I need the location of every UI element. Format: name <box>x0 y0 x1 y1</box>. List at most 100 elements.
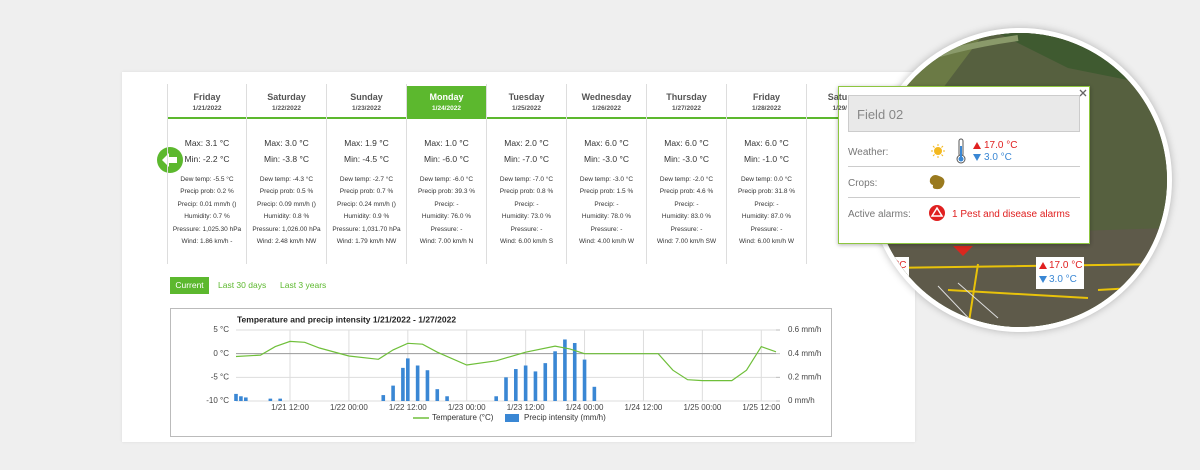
precip-bar <box>415 365 420 401</box>
detail-line: Humidity: 78.0 % <box>581 213 632 221</box>
detail-line: Pressure: - <box>430 225 463 233</box>
weather-label: Weather: <box>848 147 889 158</box>
day-column: Tuesday 1/25/2022 Max: 2.0 °C Min: -7.0 °C D… <box>487 84 567 264</box>
detail-line: Precip: 0.01 mm/h () <box>177 200 237 208</box>
close-button[interactable] <box>1079 89 1087 97</box>
legend-label: Precip intensity (mm/h) <box>524 413 606 422</box>
day-name: Friday <box>752 92 780 102</box>
detail-line: Dew temp: -7.0 °C <box>499 176 554 183</box>
temp-line: Min: -3.8 °C <box>264 154 309 164</box>
detail-line: Humidity: 0.7 % <box>184 213 230 221</box>
detail-line: Humidity: 87.0 % <box>741 213 792 221</box>
precip-bar <box>582 359 587 401</box>
day-name: Tuesday <box>508 92 545 102</box>
y-tick-label: -10 °C <box>206 396 229 405</box>
detail-line: Precip prob: 4.6 % <box>659 188 714 196</box>
y-tick-label: 0 °C <box>213 349 229 358</box>
precip-bar <box>239 396 243 401</box>
day-column: Thursday 1/27/2022 Max: 6.0 °C Min: -3.0 °C… <box>647 84 727 264</box>
map-marker[interactable]: 17.0 °C 3.0 °C <box>873 257 909 289</box>
detail-line: Pressure: 1,025.30 hPa <box>172 225 242 233</box>
precip-bar <box>435 389 440 401</box>
y-tick-label: 5 °C <box>213 325 229 334</box>
detail-line: Pressure: - <box>510 225 543 233</box>
precip-bar <box>543 363 548 401</box>
detail-line: Precip prob: 0.8 % <box>499 188 554 196</box>
day-column: Saturday 1/22/2022 Max: 3.0 °C Min: -3.8 °C… <box>247 84 327 264</box>
day-column: Friday 1/21/2022 Max: 3.1 °C Min: -2.2 °C De… <box>167 84 247 264</box>
day-date: 1/29/2022 <box>832 105 847 112</box>
y2-tick-label: 0 mm/h <box>788 396 815 405</box>
day-date: 1/21/2022 <box>192 105 222 112</box>
marker-min: 3.0 °C <box>873 274 901 285</box>
legend-swatch <box>505 414 519 422</box>
x-tick-label: 1/23 12:00 <box>507 403 545 412</box>
precip-bar <box>234 393 238 401</box>
weather-max: 17.0 °C <box>984 140 1018 151</box>
precip-bar <box>391 385 395 401</box>
legend-label: Temperature (°C) <box>432 413 494 422</box>
chart: Temperature and precip intensity 1/21/20… <box>206 314 821 422</box>
detail-line: Wind: 1.79 km/h NW <box>336 238 397 245</box>
map-road <box>896 35 1019 71</box>
day-header: Friday 1/28/2022 <box>727 86 806 118</box>
day-date: 1/28/2022 <box>752 105 781 112</box>
tab-current[interactable]: Current <box>170 277 209 294</box>
precip-bar <box>563 339 567 401</box>
day-name: Saturday <box>267 92 306 102</box>
x-tick-label: 1/23 00:00 <box>448 403 486 412</box>
chart-title: Temperature and precip intensity 1/21/20… <box>237 314 456 324</box>
day-header: Friday 1/21/2022 <box>168 86 246 118</box>
map <box>873 33 1167 327</box>
temp-line: Max: 1.0 °C <box>424 138 469 148</box>
tab-3-years[interactable]: Last 3 years <box>280 280 327 290</box>
x-tick-label: 1/25 12:00 <box>742 403 780 412</box>
separator <box>848 166 1080 167</box>
header-underline <box>167 117 887 119</box>
map-marker[interactable]: 17.0 °C 3.0 °C <box>1036 257 1084 289</box>
alarm-icon <box>929 205 945 221</box>
x-tick-label: 1/22 12:00 <box>389 403 427 412</box>
thermometer-icon <box>956 138 966 164</box>
precip-bar <box>514 369 518 401</box>
detail-line: Humidity: 0.8 % <box>263 213 310 221</box>
back-button[interactable] <box>156 146 184 174</box>
day-name: Wednesday <box>581 92 632 102</box>
day-header: Wednesday 1/26/2022 <box>567 86 646 118</box>
precip-bar <box>244 397 248 401</box>
detail-line: Precip prob: 39.3 % <box>417 188 476 196</box>
detail-line: Precip: - <box>434 200 459 208</box>
temp-line: Min: -7.0 °C <box>504 154 549 164</box>
temp-line: Min: -3.0 °C <box>664 154 709 164</box>
detail-line: Humidity: 76.0 % <box>421 213 472 221</box>
day-header: Monday 1/24/2022 <box>407 86 486 118</box>
precip-bar <box>572 343 577 401</box>
back-arrow <box>162 153 177 167</box>
day-header: Saturday 1/22/2022 <box>247 86 326 118</box>
precip-bar <box>504 377 508 401</box>
detail-line: Pressure: - <box>670 225 703 233</box>
precip-bar <box>533 371 538 401</box>
temp-line: Min: -3.0 °C <box>584 154 629 164</box>
detail-line: Precip: 0.24 mm/h () <box>337 200 396 208</box>
y2-tick-label: 0.4 mm/h <box>788 349 821 358</box>
x-tick-label: 1/21 12:00 <box>271 403 309 412</box>
precip-bar <box>592 386 597 401</box>
x-tick-label: 1/22 00:00 <box>330 403 368 412</box>
temp-line: Max: 1.9 °C <box>344 138 389 148</box>
detail-line: Pressure: 1,026.00 hPa <box>252 225 321 233</box>
day-header: Tuesday 1/25/2022 <box>487 86 566 118</box>
alarms-text[interactable]: 1 Pest and disease alarms <box>952 209 1070 220</box>
map-field <box>998 33 1167 88</box>
precip-bar <box>425 370 430 401</box>
detail-line: Precip: - <box>674 200 699 208</box>
y2-tick-label: 0.6 mm/h <box>788 325 821 334</box>
temp-line: Min: -4.5 °C <box>344 154 389 164</box>
detail-line: Precip prob: 1.5 % <box>579 188 634 196</box>
temp-line: Max: 6.0 °C <box>664 138 709 148</box>
tab-30-days[interactable]: Last 30 days <box>218 280 267 290</box>
day-column: Monday 1/24/2022 Max: 1.0 °C Min: -6.0 °C De… <box>407 84 487 264</box>
detail-line: Wind: 1.86 km/h - <box>181 238 233 245</box>
day-column: Saturday 1/29/2022 <box>807 84 847 264</box>
